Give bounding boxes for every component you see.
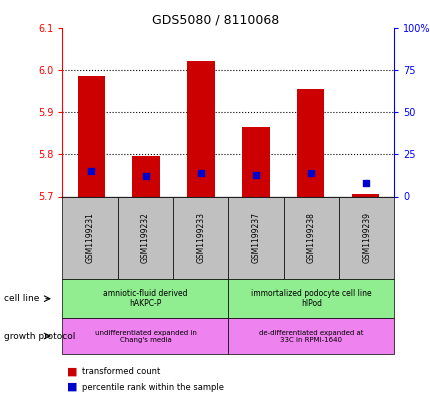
Bar — [132, 156, 160, 196]
Text: GDS5080 / 8110068: GDS5080 / 8110068 — [151, 14, 279, 27]
Point — [197, 170, 204, 176]
Point — [361, 180, 368, 186]
Text: ■: ■ — [67, 366, 77, 376]
Text: immortalized podocyte cell line
hIPod: immortalized podocyte cell line hIPod — [251, 289, 371, 309]
Text: undifferentiated expanded in
Chang's media: undifferentiated expanded in Chang's med… — [94, 329, 196, 343]
Bar — [242, 127, 269, 196]
Bar — [77, 76, 105, 196]
Point — [252, 171, 259, 178]
Bar — [296, 89, 324, 196]
Text: GSM1199233: GSM1199233 — [196, 212, 205, 263]
Bar — [351, 195, 378, 196]
Point — [307, 170, 313, 176]
Text: amniotic-fluid derived
hAKPC-P: amniotic-fluid derived hAKPC-P — [103, 289, 187, 309]
Text: growth protocol: growth protocol — [4, 332, 76, 340]
Point — [88, 168, 95, 174]
Text: transformed count: transformed count — [82, 367, 160, 376]
Text: GSM1199231: GSM1199231 — [86, 212, 95, 263]
Text: GSM1199238: GSM1199238 — [306, 212, 315, 263]
Text: GSM1199232: GSM1199232 — [141, 212, 150, 263]
Bar — [187, 61, 214, 196]
Text: de-differentiated expanded at
33C in RPMI-1640: de-differentiated expanded at 33C in RPM… — [258, 329, 363, 343]
Text: ■: ■ — [67, 382, 77, 392]
Text: percentile rank within the sample: percentile rank within the sample — [82, 383, 223, 391]
Text: cell line: cell line — [4, 294, 40, 303]
Text: GSM1199239: GSM1199239 — [361, 212, 370, 263]
Point — [142, 173, 149, 179]
Text: GSM1199237: GSM1199237 — [251, 212, 260, 263]
